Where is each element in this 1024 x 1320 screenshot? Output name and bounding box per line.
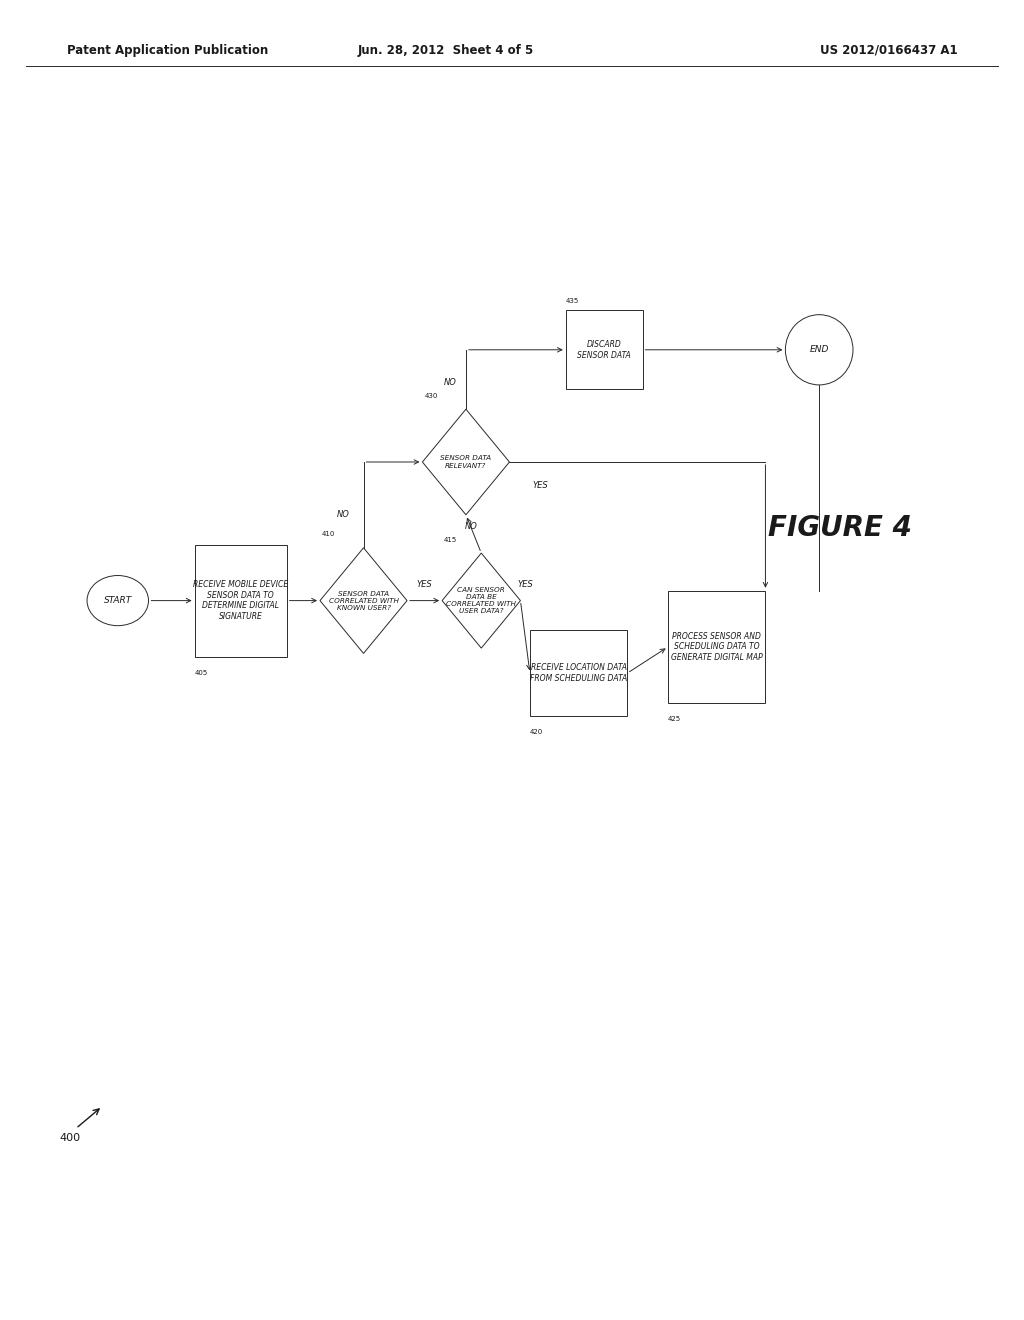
Text: US 2012/0166437 A1: US 2012/0166437 A1	[820, 44, 957, 57]
Text: 405: 405	[195, 671, 208, 676]
Text: RECEIVE LOCATION DATA
FROM SCHEDULING DATA: RECEIVE LOCATION DATA FROM SCHEDULING DA…	[530, 664, 627, 682]
Text: YES: YES	[417, 581, 432, 589]
Text: SENSOR DATA
RELEVANT?: SENSOR DATA RELEVANT?	[440, 455, 492, 469]
FancyBboxPatch shape	[195, 544, 287, 656]
Text: 415: 415	[444, 536, 458, 543]
Polygon shape	[319, 548, 407, 653]
Text: END: END	[810, 346, 828, 354]
Text: 425: 425	[668, 715, 681, 722]
Text: NO: NO	[337, 511, 349, 519]
Text: START: START	[103, 597, 132, 605]
Text: YES: YES	[517, 581, 534, 589]
Ellipse shape	[87, 576, 148, 626]
Text: SENSOR DATA
CORRELATED WITH
KNOWN USER?: SENSOR DATA CORRELATED WITH KNOWN USER?	[329, 590, 398, 611]
FancyBboxPatch shape	[530, 631, 627, 715]
Text: 420: 420	[530, 729, 543, 735]
Ellipse shape	[785, 314, 853, 385]
Text: YES: YES	[532, 482, 548, 490]
Text: 410: 410	[322, 531, 336, 537]
Text: PROCESS SENSOR AND
SCHEDULING DATA TO
GENERATE DIGITAL MAP: PROCESS SENSOR AND SCHEDULING DATA TO GE…	[671, 632, 763, 661]
Text: 435: 435	[565, 297, 579, 304]
Text: DISCARD
SENSOR DATA: DISCARD SENSOR DATA	[578, 341, 631, 359]
Text: CAN SENSOR
DATA BE
CORRELATED WITH
USER DATA?: CAN SENSOR DATA BE CORRELATED WITH USER …	[446, 587, 516, 614]
Text: NO: NO	[444, 379, 457, 387]
Polygon shape	[423, 409, 510, 515]
Text: Jun. 28, 2012  Sheet 4 of 5: Jun. 28, 2012 Sheet 4 of 5	[357, 44, 534, 57]
Text: NO: NO	[465, 523, 477, 531]
Text: 400: 400	[59, 1133, 80, 1143]
Polygon shape	[442, 553, 520, 648]
Text: FIGURE 4: FIGURE 4	[768, 513, 911, 543]
FancyBboxPatch shape	[565, 310, 643, 389]
Text: RECEIVE MOBILE DEVICE
SENSOR DATA TO
DETERMINE DIGITAL
SIGNATURE: RECEIVE MOBILE DEVICE SENSOR DATA TO DET…	[193, 581, 289, 620]
Text: 430: 430	[425, 392, 438, 399]
Text: Patent Application Publication: Patent Application Publication	[67, 44, 268, 57]
FancyBboxPatch shape	[668, 591, 765, 702]
